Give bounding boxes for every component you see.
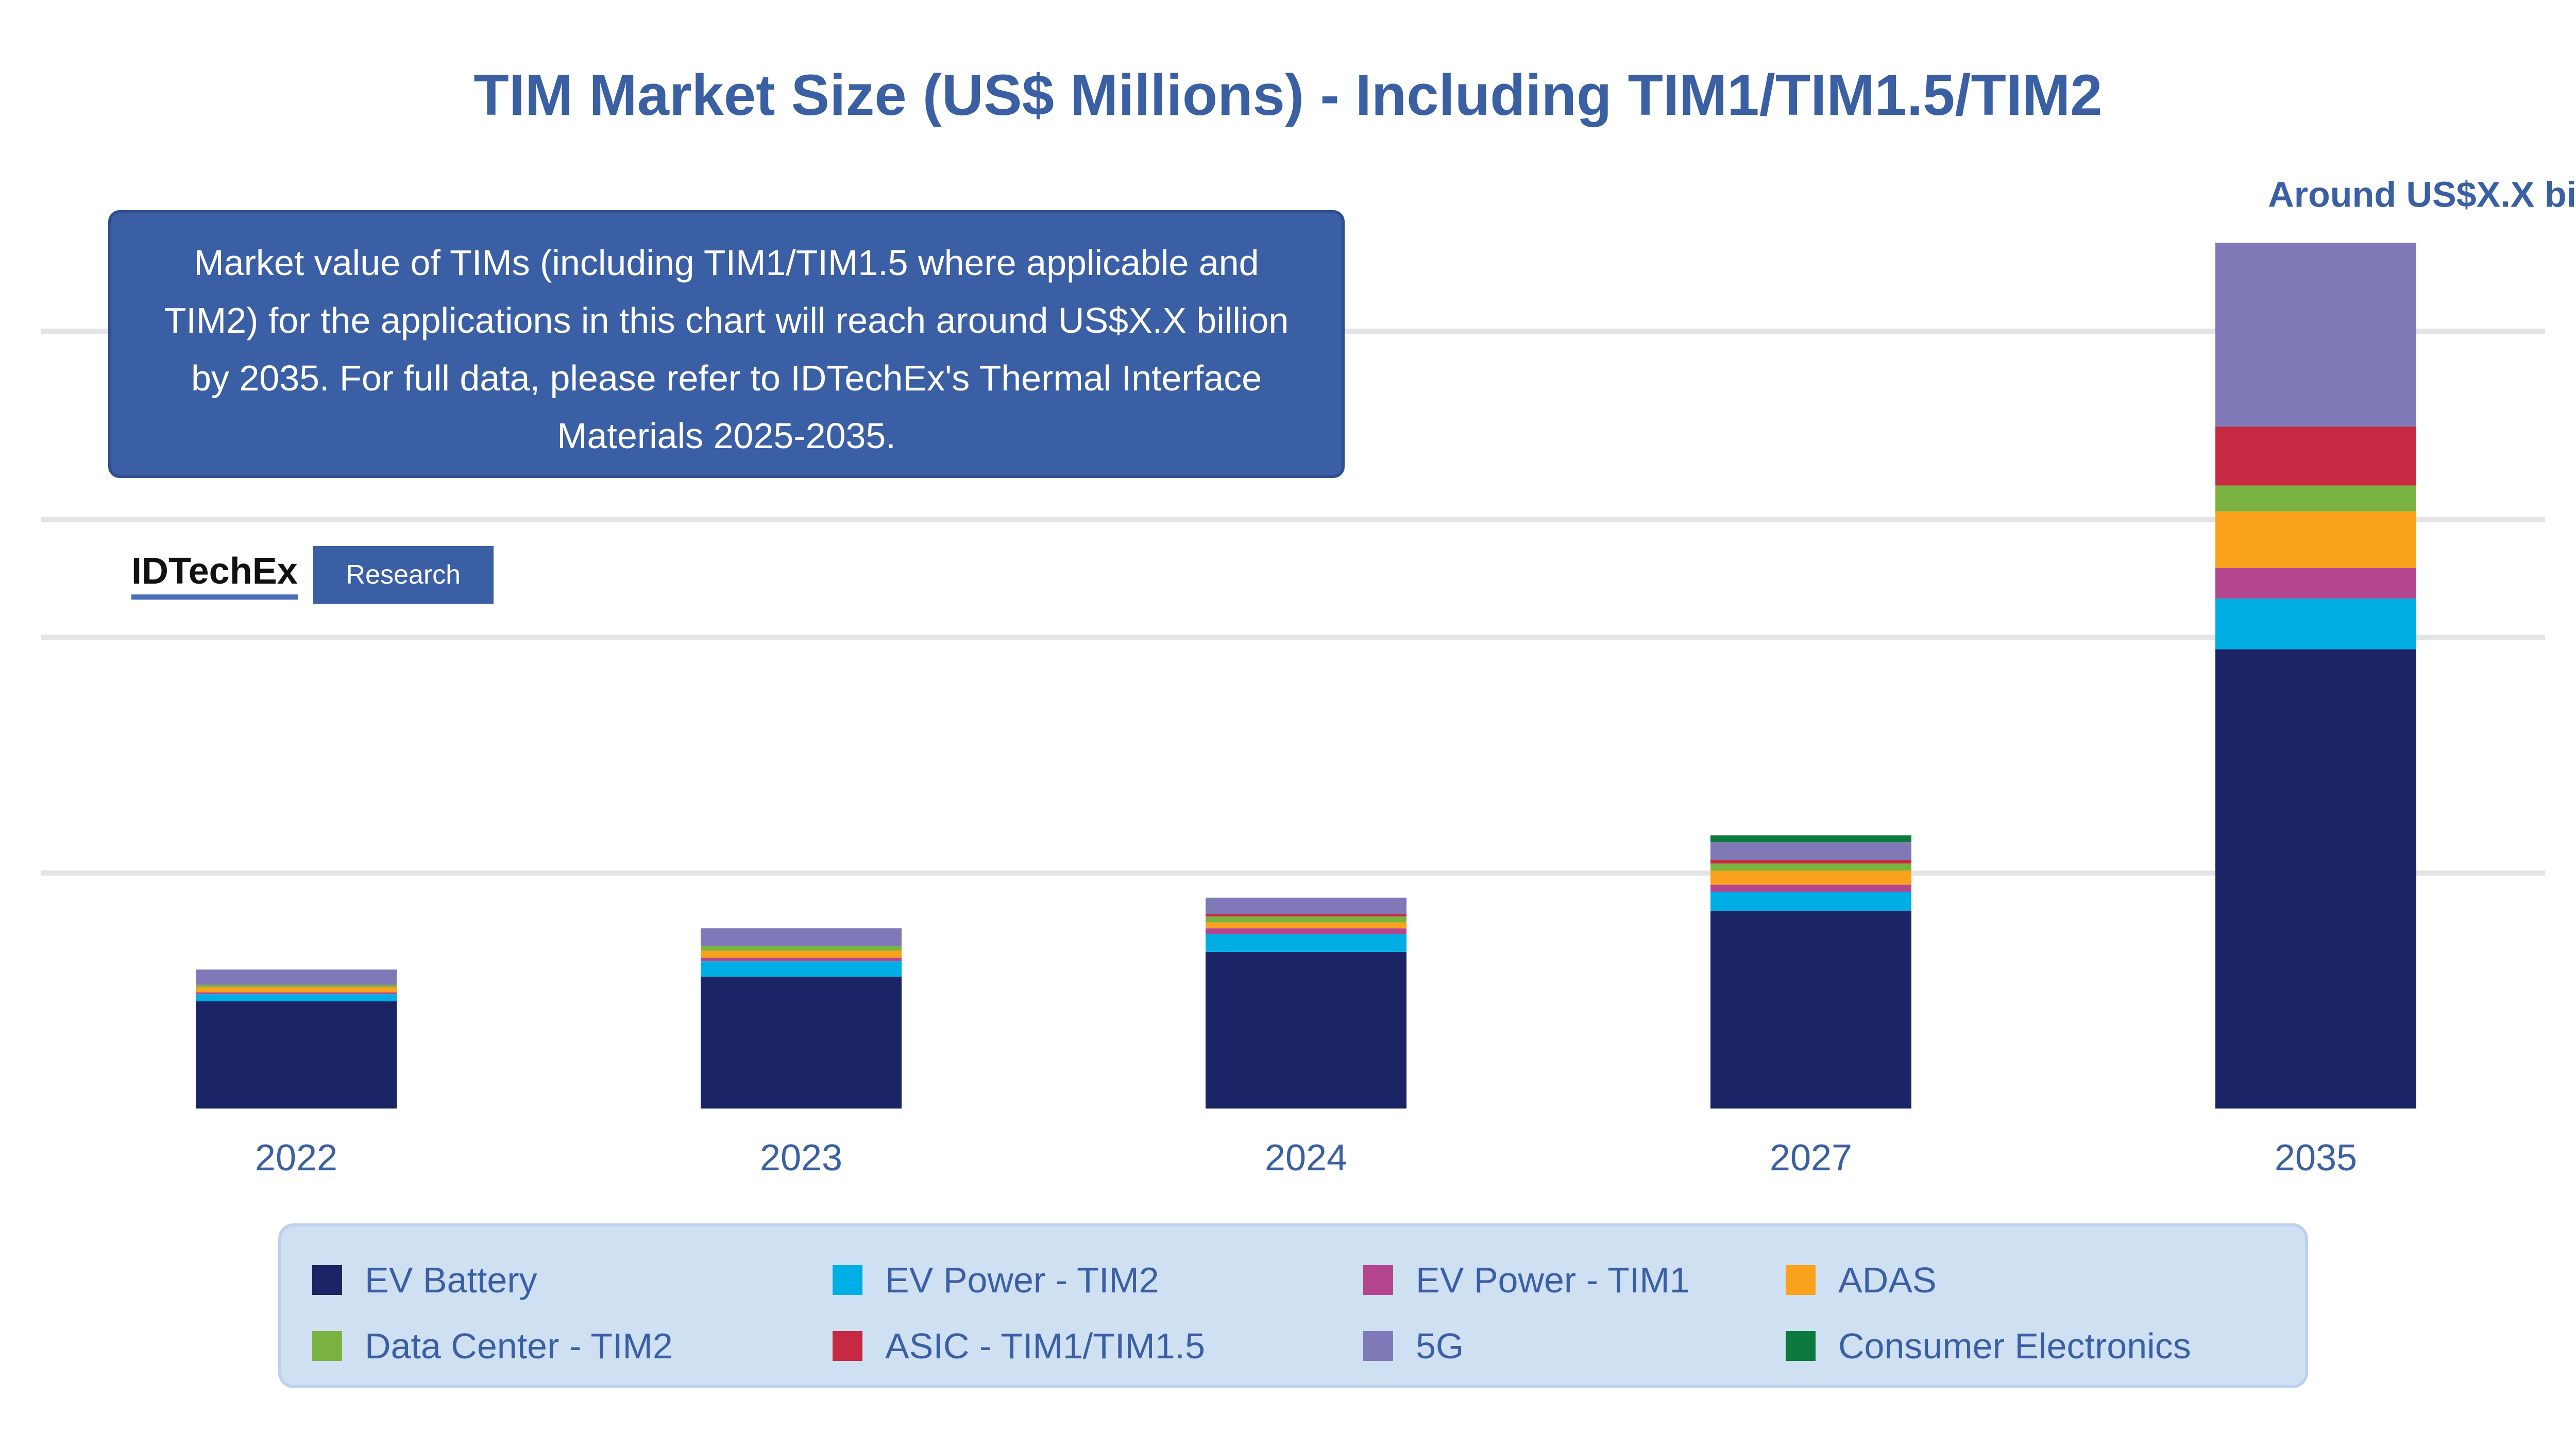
legend-label-asic-tim1-tim1-5: ASIC - TIM1/TIM1.5: [885, 1326, 1206, 1366]
bar-segment-2022-5g: [196, 969, 397, 985]
logo-text: IDTechEx: [131, 550, 298, 600]
legend-label-ev-battery: EV Battery: [365, 1260, 537, 1300]
legend-item-adas: ADAS: [1786, 1247, 2301, 1313]
bar-segment-2035-adas: [2215, 511, 2416, 568]
bar-segment-2027-adas: [1710, 871, 1911, 885]
bar-segment-2023-adas: [701, 950, 902, 958]
bar-segment-2024-adas: [1206, 922, 1406, 929]
bar-segment-2023-5g: [701, 928, 902, 946]
chart-legend: EV Battery EV Power - TIM2 EV Power - TIM1…: [278, 1223, 2308, 1388]
chart-title: TIM Market Size (US$ Millions) - Includi…: [473, 63, 2103, 127]
legend-swatch-adas: [1786, 1265, 1816, 1295]
annotations: Around US$X.X billion: [2268, 174, 2576, 214]
legend-swatch-data-center-tim2: [312, 1331, 342, 1361]
legend-label-ev-power-tim1: EV Power - TIM1: [1416, 1260, 1690, 1300]
total-annotation-label: Around US$X.X billion: [2268, 174, 2576, 214]
bar-segment-2023-data-center-tim2: [701, 946, 902, 951]
bar-segment-2023-ev-battery: [701, 976, 902, 1109]
legend-swatch-asic-tim1-tim1-5: [833, 1331, 862, 1361]
bar-segment-2035-asic-tim1-tim1-5: [2215, 427, 2416, 486]
x-axis-ticks: 2022 2023 2024 2027 2035: [255, 1137, 2357, 1179]
legend-item-5g: 5G: [1363, 1313, 1786, 1379]
legend-item-ev-power-tim2: EV Power - TIM2: [833, 1247, 1363, 1313]
legend-item-consumer-electronics: Consumer Electronics: [1786, 1313, 2301, 1379]
x-tick-label-2022: 2022: [255, 1137, 337, 1179]
legend-label-ev-power-tim2: EV Power - TIM2: [885, 1260, 1159, 1300]
bar-segment-2035-ev-battery: [2215, 649, 2416, 1109]
bar-segment-2035-data-center-tim2: [2215, 485, 2416, 512]
legend-swatch-5g: [1363, 1331, 1393, 1361]
legend-item-ev-battery: EV Battery: [312, 1247, 833, 1313]
bar-segment-2027-ev-power-tim2: [1710, 892, 1911, 911]
bar-segment-2035-5g: [2215, 243, 2416, 427]
legend-label-consumer-electronics: Consumer Electronics: [1838, 1326, 2191, 1366]
legend-item-ev-power-tim1: EV Power - TIM1: [1363, 1247, 1786, 1313]
bar-segment-2023-ev-power-tim1: [701, 958, 902, 962]
bar-segment-2024-ev-power-tim2: [1206, 934, 1406, 952]
bar-segment-2027-data-center-tim2: [1710, 863, 1911, 871]
bar-segment-2022-ev-power-tim1: [196, 992, 397, 995]
bar-segment-2022-ev-power-tim2: [196, 994, 397, 1001]
legend-swatch-ev-power-tim2: [833, 1265, 862, 1295]
x-tick-label-2024: 2024: [1265, 1137, 1347, 1179]
bar-segment-2024-5g: [1206, 897, 1406, 914]
callout-text: Market value of TIMs (including TIM1/TIM…: [164, 243, 1289, 456]
bar-segment-2024-asic-tim1-tim1-5: [1206, 914, 1406, 917]
legend-label-data-center-tim2: Data Center - TIM2: [365, 1326, 673, 1366]
bar-segment-2022-ev-battery: [196, 1001, 397, 1109]
bar-segment-2024-ev-battery: [1206, 951, 1406, 1109]
legend-label-adas: ADAS: [1838, 1260, 1937, 1300]
legend-swatch-ev-battery: [312, 1265, 342, 1295]
callout-box: Market value of TIMs (including TIM1/TIM…: [108, 210, 1345, 478]
legend-label-5g: 5G: [1416, 1326, 1464, 1366]
bar-segment-2022-adas: [196, 987, 397, 993]
bar-segment-2027-5g: [1710, 842, 1911, 860]
bar-segment-2024-data-center-tim2: [1206, 916, 1406, 923]
bar-segment-2035-ev-power-tim1: [2215, 568, 2416, 599]
logo-badge: Research: [313, 546, 494, 604]
legend-swatch-consumer-electronics: [1786, 1331, 1816, 1361]
x-tick-label-2035: 2035: [2275, 1137, 2357, 1179]
x-tick-label-2027: 2027: [1770, 1137, 1852, 1179]
bar-segment-2022-data-center-tim2: [196, 984, 397, 987]
legend-swatch-ev-power-tim1: [1363, 1265, 1393, 1295]
x-tick-label-2023: 2023: [760, 1137, 842, 1179]
idtechex-logo: IDTechEx Research: [131, 546, 494, 604]
bar-segment-2035-ev-power-tim2: [2215, 598, 2416, 650]
bar-segment-2027-ev-battery: [1710, 910, 1911, 1109]
bar-segment-2024-ev-power-tim1: [1206, 928, 1406, 934]
bar-segment-2027-asic-tim1-tim1-5: [1710, 860, 1911, 864]
bar-segment-2027-ev-power-tim1: [1710, 884, 1911, 892]
legend-item-data-center-tim2: Data Center - TIM2: [312, 1313, 833, 1379]
bar-stacks: [196, 243, 2416, 1109]
legend-item-asic-tim1-tim1-5: ASIC - TIM1/TIM1.5: [833, 1313, 1363, 1379]
bar-segment-2023-ev-power-tim2: [701, 961, 902, 977]
bar-segment-2027-consumer-electronics: [1710, 835, 1911, 843]
